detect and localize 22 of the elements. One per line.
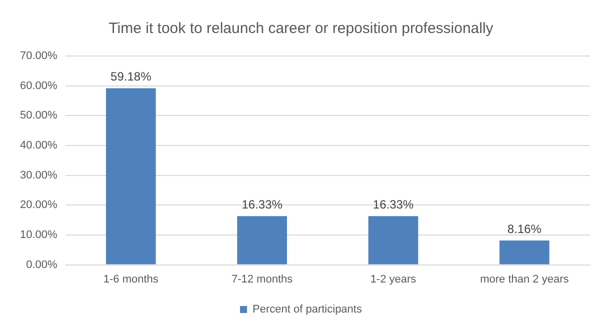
bar	[368, 216, 418, 264]
y-tick-label: 60.00%	[20, 80, 58, 92]
data-label: 59.18%	[110, 70, 152, 84]
chart-title: Time it took to relaunch career or reposition professionally	[108, 20, 494, 38]
x-tick-label: 7-12 months	[231, 273, 294, 286]
legend-label: Percent of participants	[252, 304, 362, 316]
y-tick-label: 70.00%	[20, 50, 58, 62]
x-tick-label: 1-2 years	[370, 273, 417, 286]
data-label: 8.16%	[507, 222, 542, 236]
y-tick-label: 10.00%	[20, 229, 58, 242]
data-label: 16.33%	[242, 197, 283, 212]
y-tick-label: 50.00%	[20, 110, 58, 122]
data-label: 16.33%	[372, 197, 414, 212]
bar	[237, 216, 287, 264]
bar	[499, 240, 550, 264]
bar	[106, 88, 156, 264]
y-tick-label: 20.00%	[20, 199, 58, 212]
y-tick-label: 0.00%	[26, 258, 58, 271]
y-tick-label: 40.00%	[20, 140, 58, 152]
x-tick-label: 1-6 months	[103, 273, 159, 286]
x-tick-label: more than 2 years	[480, 273, 570, 286]
y-tick-label: 30.00%	[20, 169, 58, 182]
